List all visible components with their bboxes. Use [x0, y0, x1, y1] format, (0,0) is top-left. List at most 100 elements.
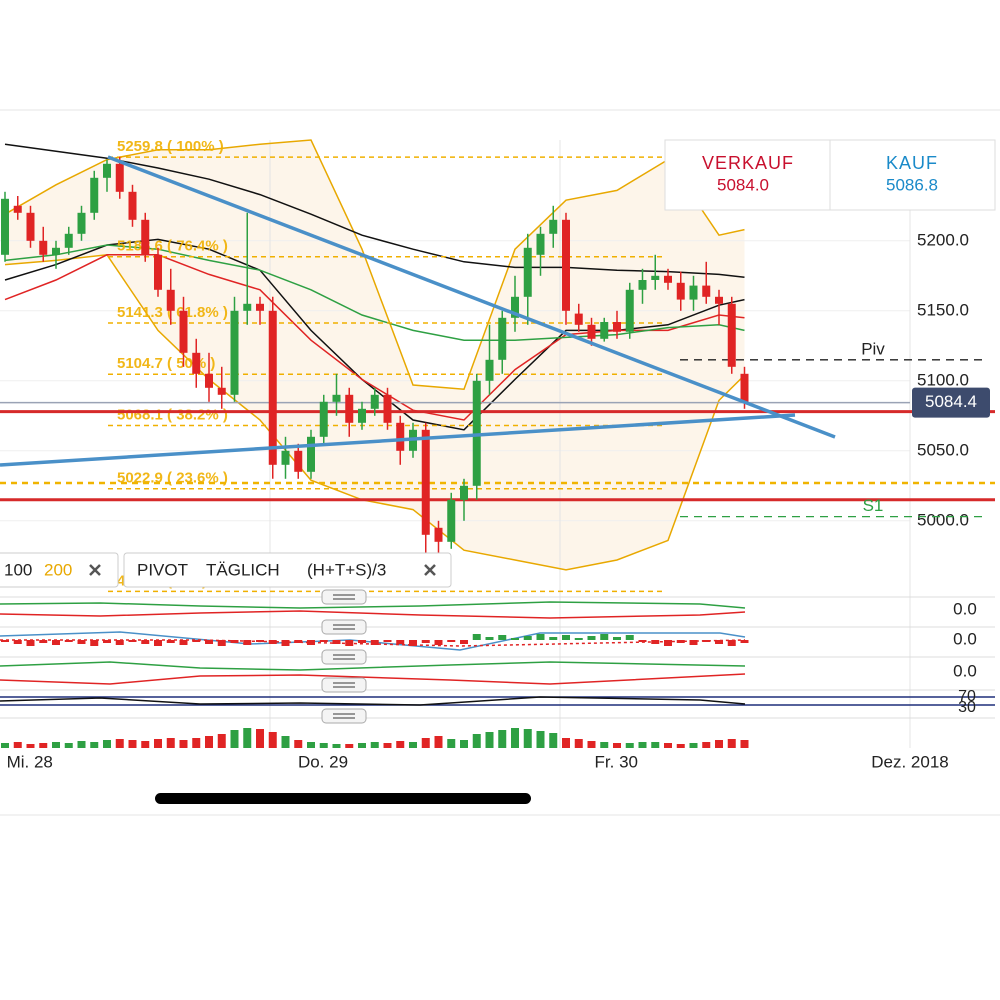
- macd-bar: [243, 640, 252, 645]
- volume-bar: [128, 740, 137, 748]
- candle-body: [192, 352, 201, 374]
- trend-line: [0, 413, 796, 467]
- volume-bar: [268, 732, 277, 748]
- buy-price: 5086.8: [886, 175, 938, 194]
- close-icon[interactable]: [424, 564, 436, 576]
- macd-bar: [689, 640, 698, 645]
- indicator-line: [0, 631, 746, 651]
- volume-bar: [434, 736, 443, 748]
- volume-bar: [549, 733, 558, 748]
- macd-bar: [281, 640, 290, 646]
- macd-bar: [166, 640, 175, 643]
- panel-handle[interactable]: [321, 649, 367, 665]
- candle-body: [689, 285, 698, 300]
- candle-body: [562, 219, 570, 311]
- volume-bar: [217, 734, 226, 748]
- macd-bar: [638, 640, 647, 642]
- home-indicator: [155, 793, 531, 804]
- macd-bar: [498, 635, 507, 640]
- volume-bar: [192, 738, 201, 748]
- volume-bar: [511, 728, 519, 748]
- candle-body: [166, 289, 175, 311]
- volume-bar: [472, 734, 481, 748]
- volume-bar: [39, 743, 48, 748]
- candle-body: [460, 485, 468, 500]
- volume-bar: [90, 742, 99, 748]
- macd-bar: [103, 640, 111, 643]
- panel-handle[interactable]: [321, 619, 367, 635]
- candle-body: [115, 163, 124, 192]
- macd-bar: [268, 640, 277, 644]
- volume-bar: [523, 729, 532, 748]
- candle-body: [141, 219, 150, 255]
- indicator-line: [0, 661, 746, 671]
- indicator-line: [0, 610, 746, 619]
- macd-bar: [217, 640, 226, 646]
- candle-body: [676, 282, 685, 300]
- panel-handle[interactable]: [321, 708, 367, 724]
- candle-body: [600, 322, 609, 339]
- indicator-line: [0, 673, 746, 685]
- chart: 5000.0 5050.0 5100.0 5150.0 5200.0 5259.8 ( 1…: [0, 138, 995, 771]
- sell-label: VERKAUF: [702, 153, 794, 173]
- candle-body: [421, 429, 430, 535]
- volume-bar: [383, 743, 392, 748]
- macd-bar: [740, 640, 749, 643]
- macd-bar: [600, 634, 609, 640]
- panel-handle[interactable]: [321, 677, 367, 693]
- indicator-line: [0, 639, 746, 647]
- fib-label: 5141.3 ( 61.8% ): [117, 304, 228, 321]
- volume-bar: [141, 741, 150, 748]
- indicator-value: 0.0: [953, 599, 977, 618]
- macd-bar: [702, 640, 711, 642]
- macd-bar: [179, 640, 188, 645]
- candle-body: [358, 408, 366, 423]
- candle-body: [345, 394, 354, 423]
- fib-label: 5104.7 ( 50% ): [117, 355, 215, 372]
- macd-bar: [447, 640, 456, 642]
- macd-bar: [26, 640, 35, 646]
- macd-bar: [294, 640, 303, 643]
- macd-bar: [472, 634, 481, 640]
- legend-chip[interactable]: [123, 552, 452, 588]
- candle-body: [13, 205, 22, 213]
- volume-bar: [702, 742, 711, 748]
- macd-bar: [549, 637, 558, 640]
- candle-body: [702, 285, 711, 297]
- volume-bar: [294, 740, 303, 748]
- volume-bar: [625, 743, 634, 748]
- macd-bar: [52, 640, 60, 645]
- volume-bar: [358, 743, 366, 748]
- candle-body: [307, 436, 315, 472]
- close-icon[interactable]: [89, 564, 101, 576]
- candle-body: [128, 191, 137, 220]
- candle-body: [727, 303, 736, 367]
- legend-chip[interactable]: [0, 552, 119, 588]
- panel-handle[interactable]: [321, 589, 367, 605]
- volume-bar: [179, 740, 188, 748]
- volume-bar: [64, 743, 73, 748]
- volume-bar: [613, 743, 621, 748]
- macd-bar: [511, 638, 519, 640]
- volume-bar: [281, 736, 290, 748]
- candle-body: [511, 296, 519, 318]
- volume-bar: [345, 744, 354, 748]
- chip-text: 100: [4, 560, 32, 579]
- macd-bar: [39, 640, 48, 643]
- candle-body: [574, 313, 583, 325]
- macd-bar: [90, 640, 99, 646]
- candle-body: [396, 422, 405, 451]
- fib-label: 5259.8 ( 100% ): [117, 138, 224, 155]
- volume-bar: [600, 742, 609, 748]
- handle-grip: [333, 682, 355, 688]
- volume-bar: [307, 742, 315, 748]
- volume-bar: [77, 741, 86, 748]
- candle-body: [523, 247, 532, 297]
- candle-body: [205, 373, 213, 388]
- candle-body: [39, 240, 48, 255]
- macd-bar: [141, 640, 150, 644]
- bollinger-lower: [4, 254, 746, 571]
- indicator-value: 0.0: [953, 629, 977, 648]
- candle-body: [651, 275, 660, 280]
- x-tick-label: Fr. 30: [595, 752, 638, 771]
